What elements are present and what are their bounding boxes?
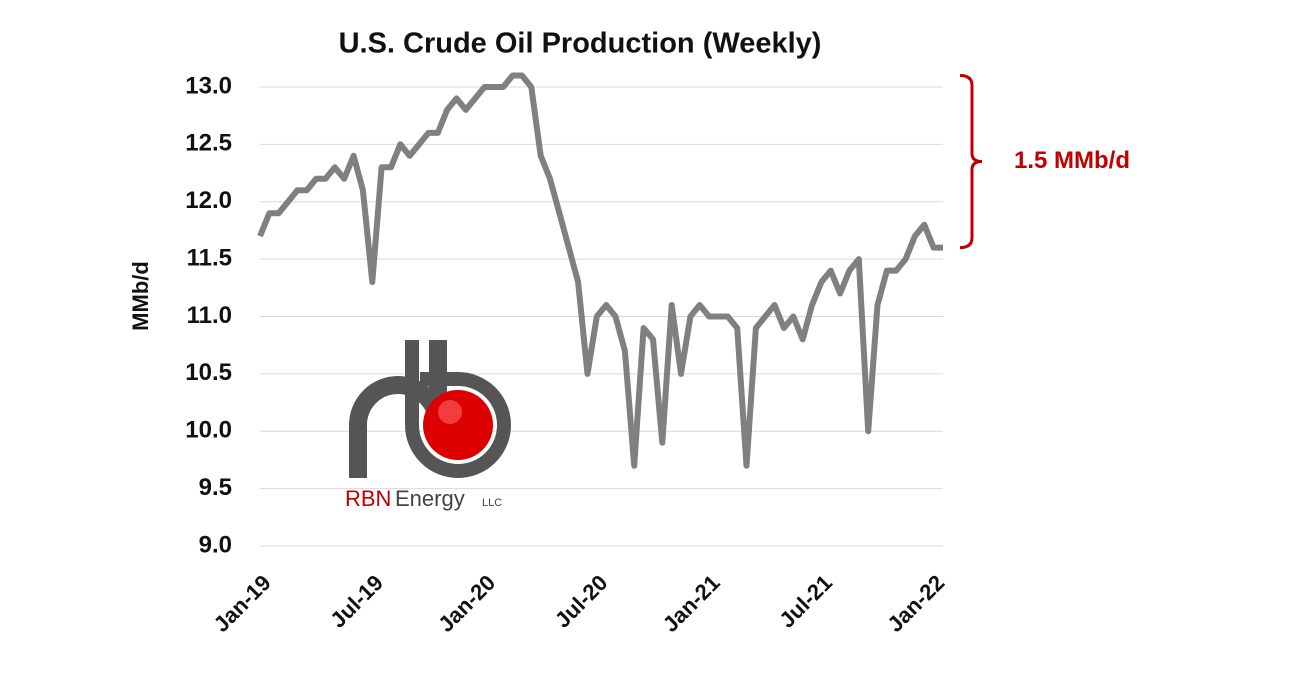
x-tick-label: Jan-22	[882, 570, 949, 637]
y-tick-label: 13.0	[185, 72, 232, 99]
chart-title: U.S. Crude Oil Production (Weekly)	[339, 28, 822, 60]
y-tick-label: 12.5	[185, 130, 232, 157]
logo-highlight	[438, 400, 462, 424]
y-tick-label: 11.5	[187, 244, 232, 271]
logo-ball	[423, 390, 493, 460]
data-line	[257, 72, 943, 469]
logo-brand: RBN	[345, 486, 391, 511]
annotation-text: 1.5 MMb/d	[1014, 147, 1130, 174]
logo-suffix: LLC	[482, 497, 502, 509]
logo: RBN Energy LLC	[345, 340, 511, 511]
y-axis-label: MMb/d	[128, 261, 153, 331]
y-tick-label: 9.0	[199, 531, 232, 558]
y-tick-label: 12.0	[185, 187, 232, 214]
y-tick-label: 10.5	[185, 359, 232, 386]
y-tick-label: 9.5	[199, 474, 232, 501]
bracket	[959, 73, 983, 250]
y-tick-label: 10.0	[185, 417, 232, 444]
x-tick-label: Jan-20	[433, 570, 500, 637]
x-tick-label: Jul-20	[550, 570, 613, 633]
logo-name: Energy	[395, 486, 465, 511]
y-tick-label: 11.0	[187, 302, 232, 329]
x-tick-label: Jul-21	[774, 570, 837, 633]
x-tick-label: Jan-21	[658, 570, 725, 637]
logo-pipe	[405, 340, 511, 478]
x-tick-label: Jul-19	[325, 570, 388, 633]
x-tick-label: Jan-19	[209, 570, 276, 637]
